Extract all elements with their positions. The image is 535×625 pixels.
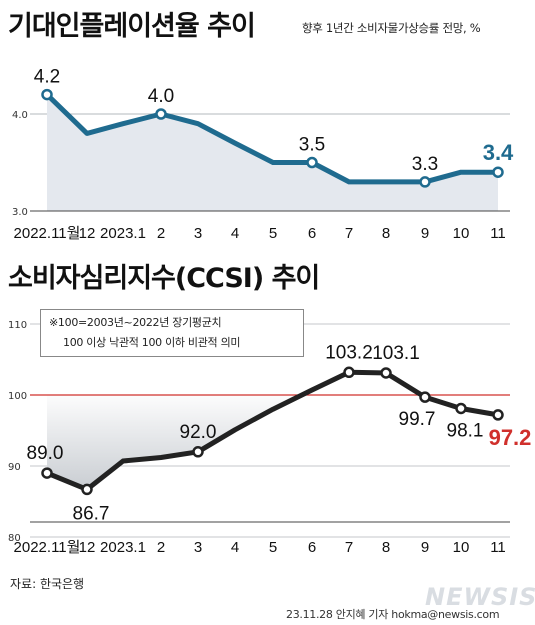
- chart2-data-label: 86.7: [73, 503, 110, 524]
- chart2-title: 소비자심리지수(CCSI) 추이: [8, 263, 320, 294]
- chart1-xtick-label: 5: [269, 225, 277, 242]
- chart1-data-label: 3.3: [412, 154, 438, 175]
- chart2-xtick-label: 4: [231, 539, 239, 556]
- chart2-point-marker: [492, 409, 504, 421]
- newsis-logo: NEWSIS: [425, 583, 535, 611]
- chart1-ytick-label: 4.0: [12, 110, 28, 121]
- chart2-data-label: 99.7: [399, 409, 436, 430]
- chart1-point-marker: [306, 156, 318, 169]
- chart2-data-label: 103.1: [372, 343, 420, 364]
- note-line-2: 100 이상 낙관적 100 이하 비관적 의미: [63, 336, 241, 349]
- chart1-xtick-label: 8: [382, 225, 390, 242]
- chart2-xtick-label: 2023.1: [100, 539, 146, 556]
- chart1-data-label: 4.2: [34, 67, 60, 88]
- chart2-xtick-label: 2022.11월: [14, 539, 81, 556]
- chart2-data-label: 89.0: [27, 443, 64, 464]
- chart1-data-label: 3.4: [483, 140, 514, 165]
- chart1-point-marker: [419, 176, 431, 188]
- chart1-xtick-label: 2: [157, 225, 165, 242]
- chart1-ytick-label: 3.0: [12, 207, 28, 218]
- chart1-subtitle: 향후 1년간 소비자물가상승률 전망, %: [302, 21, 481, 35]
- chart2-point-marker: [343, 366, 355, 379]
- chart2-point-marker: [192, 446, 204, 458]
- chart2-point-marker: [41, 467, 53, 479]
- note-line-1: ※100=2003년~2022년 장기평균치: [49, 316, 222, 329]
- chart1-xtick-label: 3: [194, 225, 202, 242]
- chart2-data-label: 98.1: [447, 420, 484, 441]
- chart1-point-marker: [155, 108, 167, 120]
- chart1-xtick-label: 7: [345, 225, 353, 242]
- chart2-point-marker: [380, 367, 392, 379]
- chart1-xtick-label: 6: [308, 225, 316, 242]
- chart2-data-label: 97.2: [489, 425, 532, 450]
- chart1-data-label: 4.0: [148, 86, 174, 107]
- chart2-point-marker: [419, 391, 431, 403]
- chart2-ytick-label: 90: [8, 462, 21, 473]
- chart1-xtick-label: 2022.11월: [14, 225, 81, 242]
- chart2-xtick-label: 8: [382, 539, 390, 556]
- chart1-xtick-label: 10: [453, 225, 470, 242]
- chart1-data-label: 3.5: [299, 135, 325, 156]
- chart2-note: ※100=2003년~2022년 장기평균치 100 이상 낙관적 100 이하…: [40, 309, 304, 357]
- chart1-xtick-label: 4: [231, 225, 239, 242]
- chart1-xtick-label: 2023.1: [100, 225, 146, 242]
- chart1-title: 기대인플레이션율 추이: [8, 11, 256, 42]
- chart2-area: [47, 390, 312, 490]
- chart2-ytick-label: 80: [8, 533, 21, 544]
- chart2-point-marker: [455, 402, 467, 415]
- chart2-xtick-label: 6: [308, 539, 316, 556]
- source-label: 자료: 한국은행: [10, 577, 85, 591]
- chart2-xtick-label: 11: [490, 539, 506, 556]
- chart2-xtick-label: 12: [79, 539, 96, 556]
- chart1-xtick-label: 11: [490, 225, 506, 242]
- chart1-point-marker: [41, 88, 53, 101]
- chart2-data-label: 103.2: [325, 342, 373, 363]
- chart2-ytick-label: 110: [8, 320, 27, 331]
- chart2-xtick-label: 3: [194, 539, 202, 556]
- chart2-xtick-label: 5: [269, 539, 277, 556]
- chart2-xtick-label: 7: [345, 539, 353, 556]
- chart2-ytick-label: 100: [8, 391, 27, 402]
- credit-line: 23.11.28 안지혜 기자 hokma@newsis.com: [286, 608, 500, 621]
- chart1-xtick-label: 12: [79, 225, 96, 242]
- chart2-xtick-label: 2: [157, 539, 165, 556]
- chart2-xtick-label: 10: [453, 539, 470, 556]
- chart2-xtick-label: 9: [421, 539, 429, 556]
- chart2-point-marker: [81, 483, 93, 496]
- chart1-xtick-label: 9: [421, 225, 429, 242]
- chart1-point-marker: [492, 166, 504, 178]
- chart2-data-label: 92.0: [180, 422, 217, 443]
- chart1-area: [47, 94, 498, 211]
